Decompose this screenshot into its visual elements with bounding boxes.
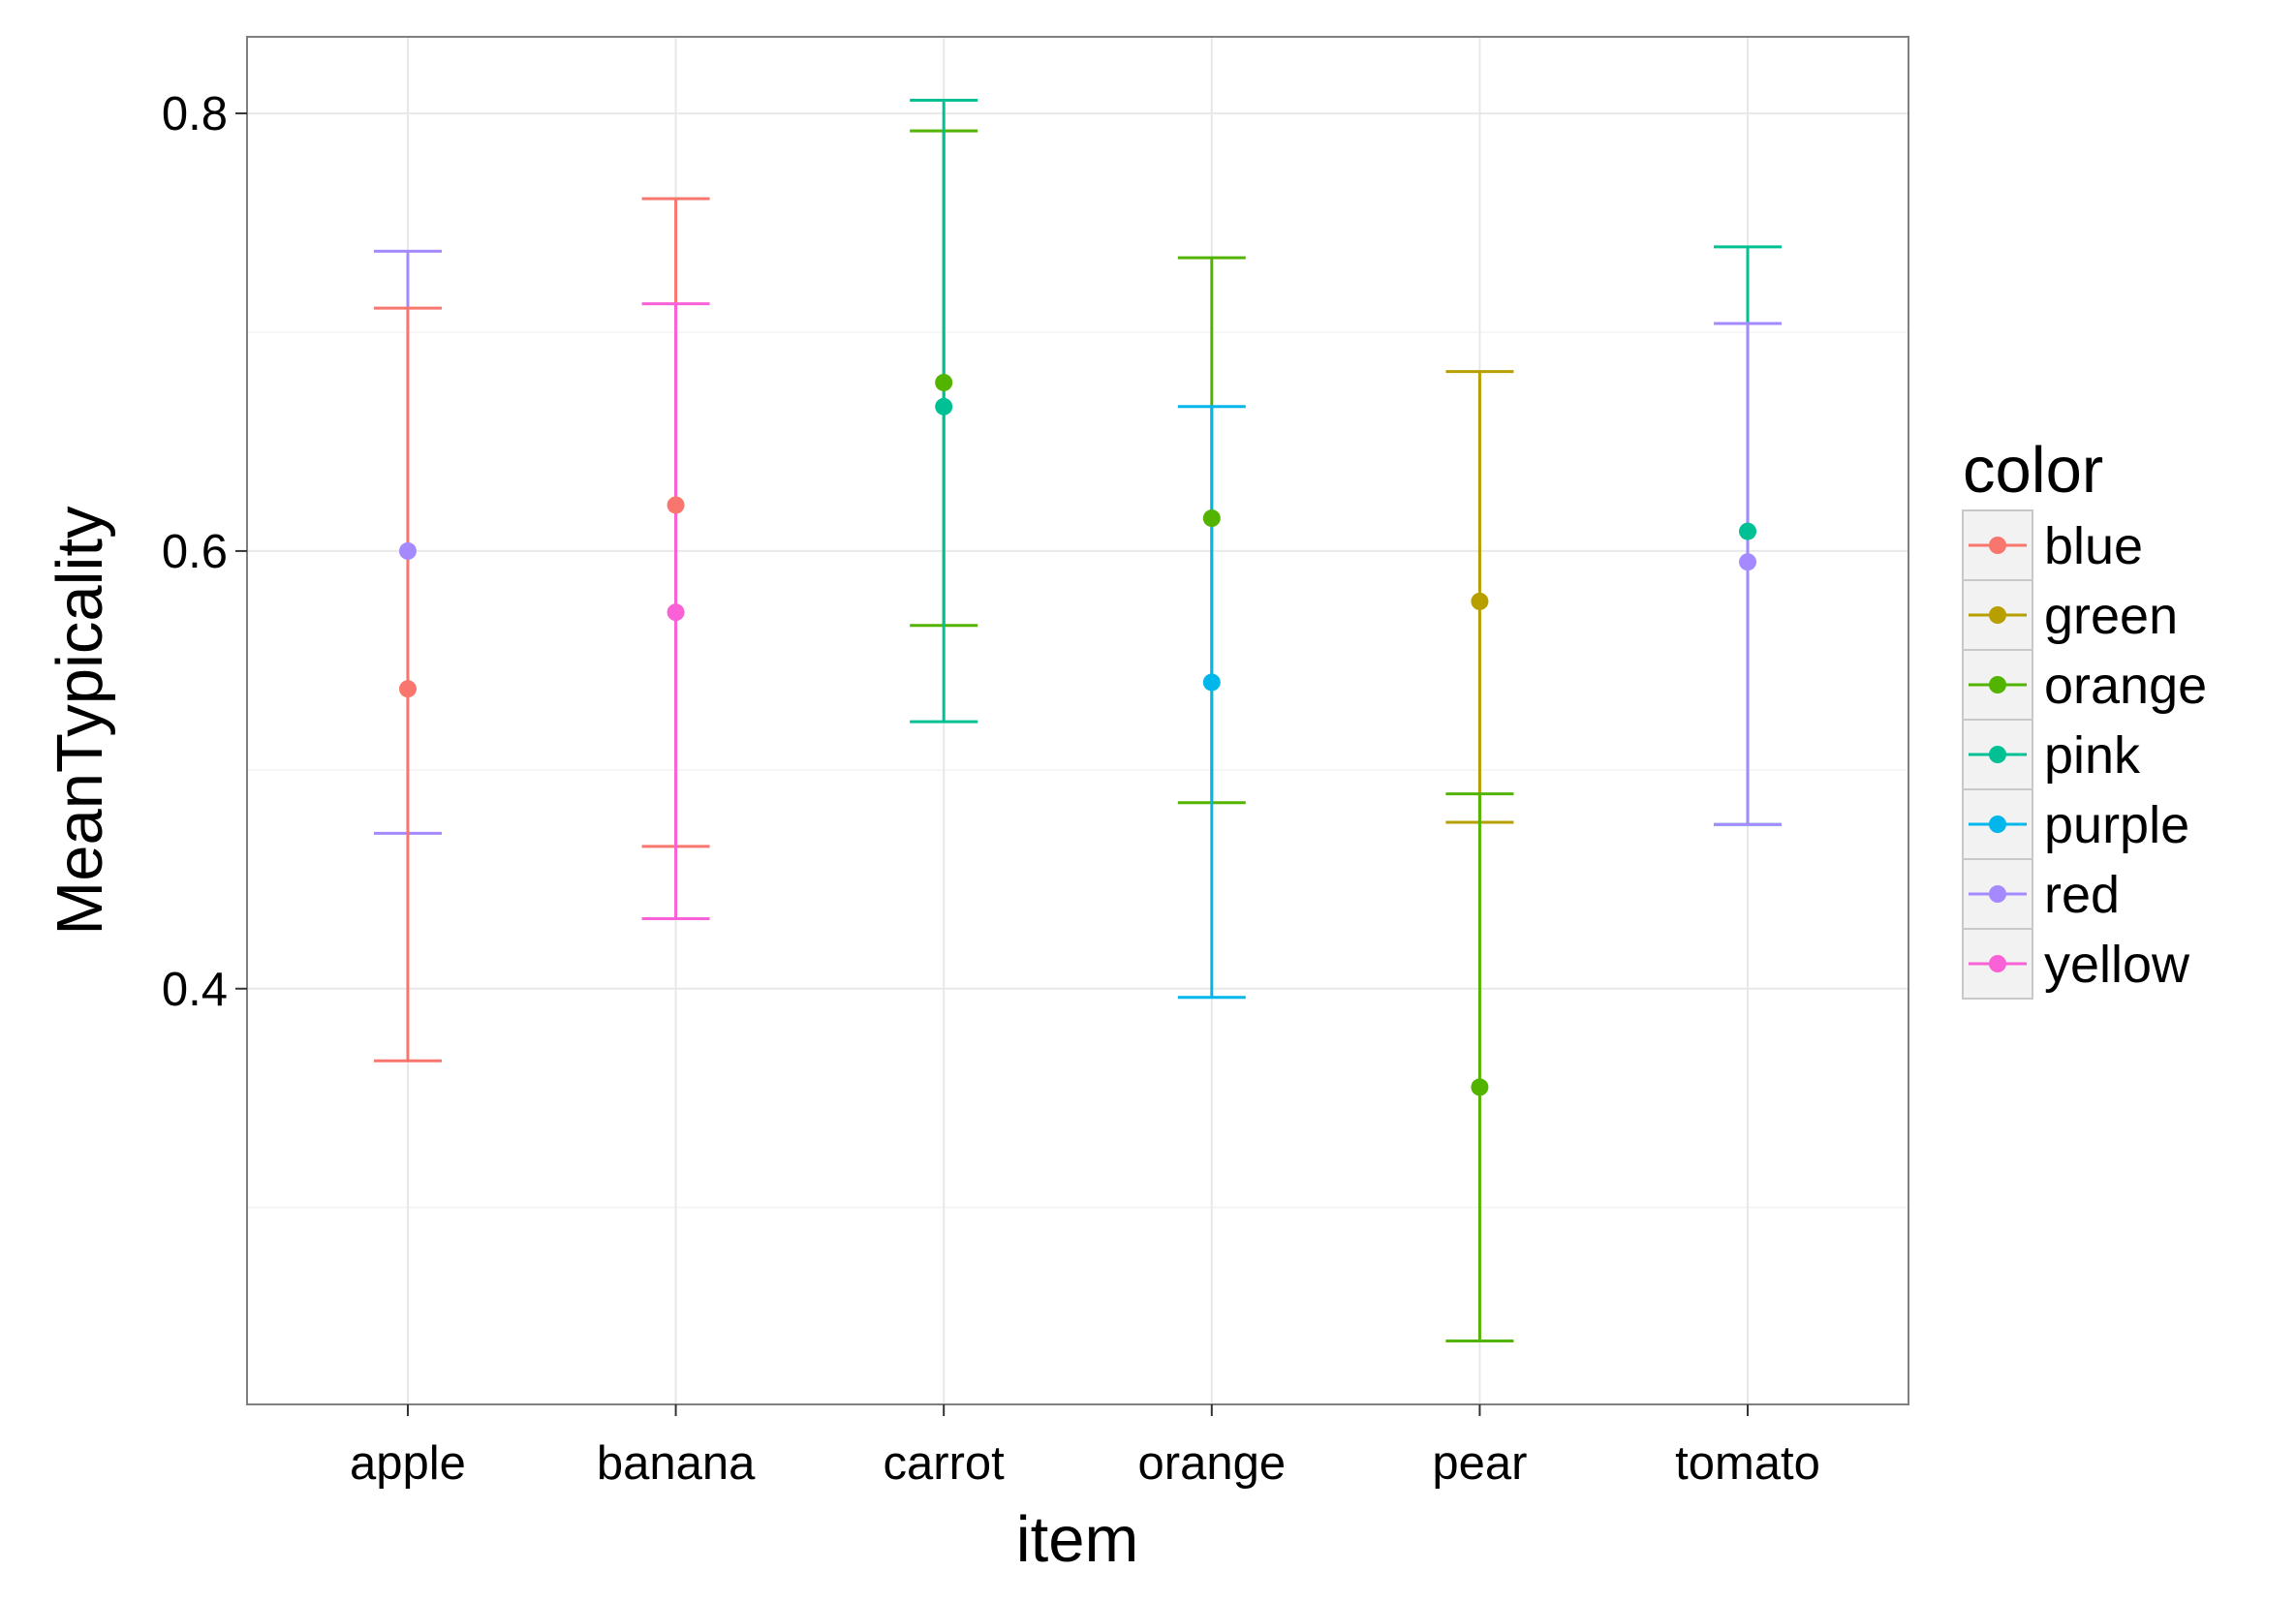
x-axis-title: item — [1016, 1503, 1139, 1576]
legend-label: green — [2044, 587, 2178, 645]
legend-label: purple — [2044, 796, 2189, 854]
x-tick-label: pear — [1432, 1437, 1527, 1490]
legend-key-point — [1989, 816, 2006, 833]
x-tick-label: apple — [350, 1437, 466, 1490]
y-tick-label: 0.8 — [162, 88, 228, 140]
legend-label: yellow — [2044, 936, 2190, 994]
legend-label: pink — [2044, 726, 2141, 785]
legend-label: blue — [2044, 517, 2143, 575]
x-axis: apple banana carrot orange pear tomato — [350, 1404, 1820, 1490]
error-bar-orange-purple — [1177, 405, 1246, 1000]
legend-items: blue green orange pink purple red yellow — [1962, 509, 2207, 1000]
legend-label: red — [2044, 866, 2120, 924]
mean-point-tomato-red — [1739, 553, 1757, 571]
plot-border — [246, 36, 1909, 1405]
mean-points — [398, 373, 1757, 1096]
legend-item-pink: pink — [1962, 719, 2141, 790]
x-tick-label: orange — [1138, 1437, 1287, 1490]
y-axis: 0.4 0.6 0.8 — [162, 88, 247, 1016]
mean-point-apple-red — [398, 541, 417, 560]
y-tick-label: 0.4 — [162, 964, 228, 1016]
legend-key-point — [1989, 606, 2006, 624]
error-bar-tomato-red — [1714, 322, 1783, 826]
legend-key-point — [1989, 676, 2006, 693]
mean-point-carrot-orange — [935, 373, 953, 391]
legend-key-point — [1989, 955, 2006, 972]
error-bar-pear-orange — [1445, 792, 1514, 1342]
mean-point-pear-orange — [1471, 1078, 1489, 1096]
legend: color blue green orange pink purple red yellow — [1962, 434, 2207, 1000]
mean-point-orange-purple — [1202, 673, 1221, 692]
legend-key-point — [1989, 746, 2006, 763]
plot-panel — [246, 36, 1909, 1405]
legend-label: orange — [2044, 657, 2207, 715]
mean-point-carrot-pink — [935, 397, 953, 416]
legend-item-orange: orange — [1962, 649, 2207, 721]
x-tick-label: carrot — [884, 1437, 1006, 1490]
y-tick-label: 0.6 — [162, 526, 228, 578]
legend-item-green: green — [1962, 579, 2178, 651]
mean-point-banana-yellow — [667, 603, 685, 622]
legend-item-yellow: yellow — [1962, 928, 2190, 1000]
legend-item-blue: blue — [1962, 509, 2143, 581]
legend-key-point — [1989, 537, 2006, 554]
legend-item-purple: purple — [1962, 788, 2189, 860]
mean-point-apple-blue — [398, 680, 417, 698]
legend-key-point — [1989, 885, 2006, 903]
mean-point-orange-orange — [1202, 509, 1221, 528]
minor-gridlines — [247, 331, 1908, 1209]
plot-background — [247, 37, 1908, 1404]
mean-point-banana-blue — [667, 496, 685, 514]
x-tick-label: tomato — [1675, 1437, 1820, 1490]
y-axis-title: MeanTypicality — [44, 506, 116, 936]
x-tick-label: banana — [597, 1437, 756, 1490]
legend-title: color — [1963, 434, 2103, 507]
mean-point-pear-green — [1471, 592, 1489, 610]
mean-point-tomato-pink — [1739, 522, 1757, 540]
legend-item-red: red — [1962, 858, 2120, 930]
